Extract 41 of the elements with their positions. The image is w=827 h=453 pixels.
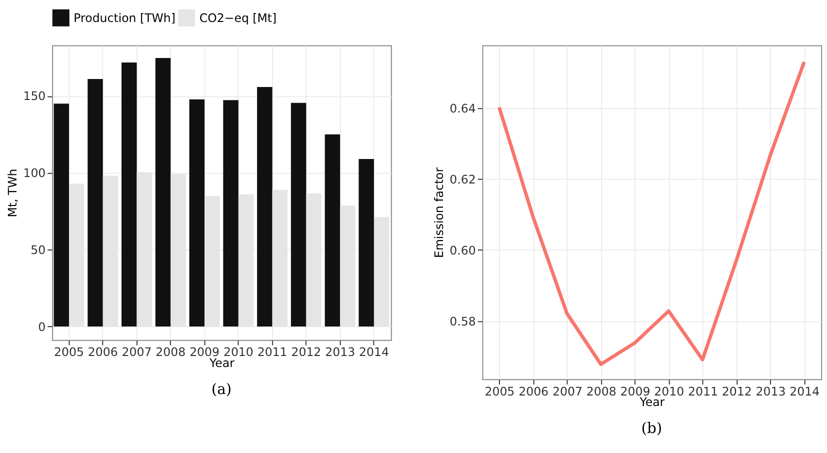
bar [290,102,306,326]
x-tick-label: 2014 [790,384,820,398]
y-tick-label: 0.64 [450,101,476,116]
bar [155,58,171,326]
x-tick-label: 2006 [88,345,118,360]
x-tick-label: 2006 [518,384,549,398]
text: (a) [211,380,232,398]
bar [189,99,205,326]
y-tick-label: 0.58 [450,314,476,328]
y-tick-label: 0.62 [450,172,476,186]
bar [324,134,340,326]
bar [54,104,69,326]
x-tick-label: 2008 [156,345,186,360]
legend-label: CO2−eq [Mt] [199,10,277,25]
x-tick-label: 2011 [257,345,288,360]
y-tick-label: 0 [38,320,46,334]
x-tick-label: 2013 [756,384,786,398]
bar [257,87,272,326]
x-tick-label: 2005 [54,345,84,360]
x-tick-label: 2008 [586,384,616,398]
bar [122,62,137,326]
text: (b) [641,420,662,438]
y-axis-title: Mt, TWh [5,168,20,218]
bar [358,159,374,326]
x-tick-label: 2007 [122,345,152,360]
x-tick-label: 2011 [688,384,718,398]
x-tick-label: 2007 [552,384,582,398]
y-axis-title: Emission factor [432,167,446,258]
legend-label: Production [TWh] [74,10,176,25]
x-tick-label: 2014 [358,345,389,360]
bar [223,100,238,326]
x-tick-label: 2005 [484,384,515,398]
x-tick-label: 2013 [325,345,356,360]
x-tick-label: 2012 [291,345,322,360]
y-tick-label: 150 [23,89,46,104]
bar [88,79,103,326]
y-tick-label: 0.60 [450,243,476,258]
y-tick-label: 100 [23,166,46,180]
y-tick-label: 50 [30,243,46,258]
x-tick-label: 2012 [722,384,752,398]
line-series [497,60,806,366]
